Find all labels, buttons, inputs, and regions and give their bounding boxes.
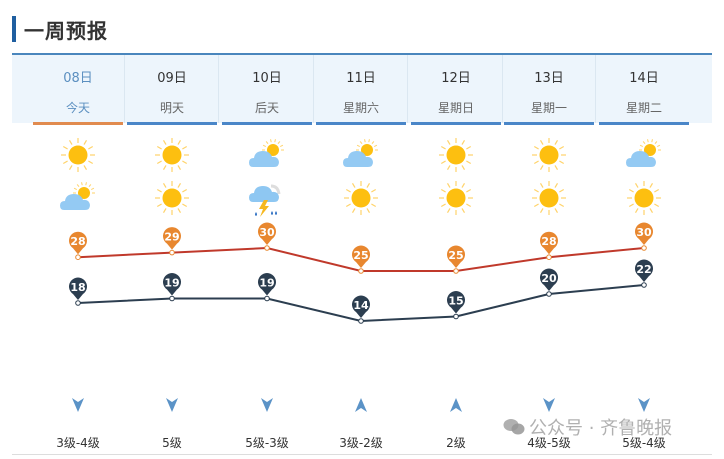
section-header: 一周预报 (12, 16, 108, 43)
high-temp-pin: 25 (446, 245, 465, 274)
temp-label: 20 (541, 272, 557, 285)
day-weekday: 今天 (65, 101, 90, 115)
temp-label: 29 (164, 231, 179, 244)
day-date: 12日 (441, 71, 471, 86)
low-temp-pin: 15 (446, 291, 465, 320)
temp-label: 22 (636, 263, 651, 276)
watermark: 公众号 · 齐鲁晚报 (503, 414, 672, 440)
watermark-text: 公众号 · 齐鲁晚报 (529, 418, 673, 439)
sunny-icon (529, 180, 569, 216)
temp-label: 30 (259, 226, 275, 239)
day-weekday: 星期二 (625, 101, 662, 115)
wind-arrow-down-icon (166, 397, 178, 412)
bottom-divider (12, 454, 712, 455)
wind-level: 2级 (446, 436, 466, 450)
day-underline (504, 122, 594, 125)
wind-level: 5级 (162, 436, 182, 450)
temp-label: 14 (353, 299, 369, 312)
high-temp-pin: 30 (634, 222, 653, 251)
day-date: 14日 (629, 71, 659, 86)
column-separator (124, 55, 125, 123)
wind-arrow-down-icon (543, 397, 555, 412)
day-underline (127, 122, 217, 125)
day-date: 09日 (157, 71, 187, 86)
low-temp-pin: 18 (69, 277, 88, 306)
day-date: 08日 (63, 71, 93, 86)
high-temp-pin: 25 (352, 245, 371, 274)
wind-arrow-down-icon (72, 397, 84, 412)
sunny-icon (436, 137, 476, 173)
day-tab-6[interactable]: 14日星期二 (597, 55, 691, 125)
day-tab-0[interactable]: 08日今天 (31, 55, 125, 125)
sunny-icon (152, 137, 192, 173)
partly-cloudy-icon (341, 137, 381, 173)
wind-arrow-down-icon (638, 397, 650, 412)
sunny-icon (58, 137, 98, 173)
wind-level: 4级-5级 (527, 436, 571, 450)
high-temp-pin: 30 (258, 222, 277, 251)
page-title: 一周预报 (24, 18, 108, 43)
temp-label: 19 (164, 277, 179, 290)
day-underline (222, 122, 312, 125)
high-temp-pin: 28 (539, 231, 558, 261)
sunny-icon (624, 180, 664, 216)
day-underline (599, 122, 689, 125)
day-tab-3[interactable]: 11日星期六 (314, 55, 408, 125)
title-accent-bar (12, 16, 16, 42)
wind-level: 3级-2级 (339, 436, 383, 450)
day-underline (316, 122, 406, 125)
column-separator (218, 55, 219, 123)
low-temp-pin: 19 (163, 273, 182, 302)
wechat-icon (503, 419, 525, 435)
temp-label: 25 (353, 249, 368, 262)
temp-label: 28 (70, 235, 85, 248)
day-underline (33, 122, 123, 125)
column-separator (595, 55, 596, 123)
wind-arrow-up-icon (355, 397, 367, 412)
sunny-icon (341, 180, 381, 216)
day-tab-4[interactable]: 12日星期日 (409, 55, 503, 125)
day-date: 10日 (252, 71, 282, 86)
temp-label: 18 (70, 281, 85, 294)
day-tab-1[interactable]: 09日明天 (125, 55, 219, 125)
partly-cloudy-icon (58, 180, 98, 216)
wind-level: 3级-4级 (56, 436, 100, 450)
day-weekday: 后天 (254, 101, 279, 115)
wind-level: 5级-3级 (245, 436, 289, 450)
thunderstorm-icon (247, 180, 287, 217)
partly-cloudy-icon (247, 137, 287, 173)
low-temp-pin: 19 (258, 273, 277, 302)
day-weekday: 明天 (159, 101, 184, 115)
wind-level: 5级-4级 (622, 436, 666, 450)
day-weekday: 星期日 (437, 101, 474, 115)
low-temp-pin: 20 (539, 268, 558, 297)
low-temp-pin: 14 (352, 295, 370, 324)
day-tab-5[interactable]: 13日星期一 (502, 55, 596, 125)
day-weekday: 星期一 (530, 101, 567, 115)
wind-arrow-down-icon (261, 397, 273, 412)
temp-label: 25 (448, 249, 463, 262)
day-underline (411, 122, 501, 125)
temp-label: 30 (636, 226, 652, 239)
temp-label: 15 (448, 295, 463, 308)
date-header: 08日 今天 09日 明天 10日 后天 11日 星期六 12日 星期日 13日 星期一 14日 星期二 (12, 53, 712, 125)
wind-arrow-up-icon (450, 397, 462, 412)
low-temp-pin: 22 (634, 259, 653, 288)
sunny-icon (436, 180, 476, 216)
high-temp-pin: 28 (69, 231, 88, 261)
sunny-icon (152, 180, 192, 216)
sunny-icon (529, 137, 569, 173)
day-tab-2[interactable]: 10日后天 (220, 55, 314, 125)
column-separator (313, 55, 314, 123)
day-date: 13日 (534, 71, 564, 86)
column-separator (502, 55, 503, 123)
column-separator (407, 55, 408, 123)
high-temp-pin: 29 (163, 227, 182, 256)
partly-cloudy-icon (624, 137, 664, 173)
day-date: 11日 (346, 71, 376, 86)
temp-label: 28 (541, 235, 556, 248)
temp-label: 19 (259, 277, 274, 290)
day-weekday: 星期六 (342, 101, 379, 115)
